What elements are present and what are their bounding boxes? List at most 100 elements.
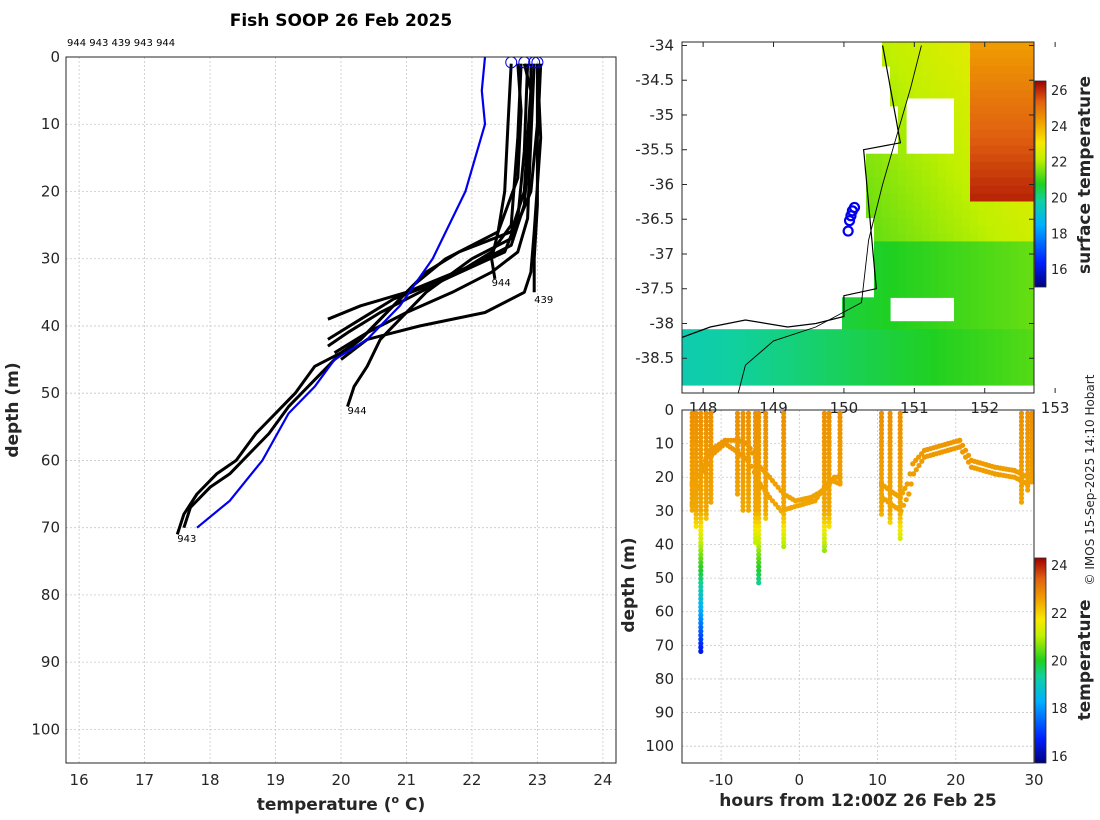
sst-cell [882, 193, 891, 203]
sst-cell [754, 337, 763, 346]
cast-point [821, 523, 828, 529]
sst-cell [1002, 73, 1011, 83]
cast-point [740, 451, 746, 457]
sst-cell [970, 233, 979, 243]
cast-point [693, 426, 699, 433]
cast-point [1025, 414, 1031, 420]
sst-cell [882, 321, 891, 330]
cast-point [708, 439, 714, 445]
cast-point [826, 515, 832, 521]
timeseries-x-tick-label: 10 [868, 771, 887, 789]
sst-cell [922, 185, 931, 195]
sst-cell [954, 65, 963, 75]
cast-point [698, 503, 704, 509]
cast-point [763, 410, 769, 416]
sst-cell [954, 217, 963, 227]
sst-cell [962, 241, 971, 250]
cast-point [821, 410, 828, 416]
sst-cell [978, 241, 987, 250]
cast-point [763, 511, 769, 517]
sst-cell [898, 58, 907, 67]
sst-cell [970, 121, 979, 131]
sst-cell [978, 89, 987, 99]
sst-cell [946, 89, 955, 99]
sst-cell [1010, 209, 1019, 219]
sst-cell [938, 361, 947, 370]
timeseries-colorbar-label: temperature [1075, 599, 1095, 720]
sst-cell [890, 50, 899, 59]
cast-point [756, 414, 762, 420]
sst-cell [930, 89, 939, 99]
sst-cell [714, 361, 723, 370]
sst-cell [690, 377, 699, 386]
cast-point [826, 495, 832, 501]
sst-cell [738, 377, 747, 386]
reference-profile-line [196, 57, 487, 529]
cast-point [897, 463, 903, 469]
sst-cell [698, 345, 707, 354]
sst-cell [946, 361, 955, 370]
sst-cell [962, 361, 971, 370]
sst-cell [954, 113, 963, 123]
cast-point [821, 507, 828, 513]
cast-point [887, 511, 893, 517]
sst-cell [794, 345, 803, 354]
sst-cell [770, 361, 779, 370]
surface-start-marker [528, 57, 541, 69]
cast-point [693, 430, 699, 437]
sst-cell [778, 345, 787, 354]
map-tick-labels: -34-34.5-35-35.5-36-36.5-37-37.5-38-38.5… [635, 36, 1069, 417]
sst-cell [922, 265, 931, 274]
sst-cell [1018, 201, 1027, 211]
sst-cell [914, 369, 923, 378]
sst-cell [922, 73, 931, 83]
sst-cell [914, 289, 923, 298]
sst-cell [890, 73, 899, 83]
sst-cell [978, 97, 987, 107]
cast-point [1025, 487, 1031, 493]
sst-cell [906, 209, 915, 219]
sst-cell [1026, 257, 1034, 266]
sst-cell [938, 377, 947, 386]
sst-cell [882, 289, 891, 298]
sst-cell [898, 145, 907, 155]
sst-cell [1026, 81, 1034, 91]
cast-point [821, 539, 828, 546]
sst-cell [834, 369, 843, 378]
sst-cell [1010, 81, 1019, 91]
map-x-tick-label: 153 [1041, 399, 1070, 417]
cast-point [693, 487, 699, 493]
sst-cell [1026, 241, 1034, 250]
sst-cell [1010, 369, 1019, 378]
sst-cell [906, 42, 915, 51]
sst-cell [994, 337, 1003, 346]
cast-point [689, 459, 695, 465]
sst-cell [922, 289, 931, 298]
cast-point [821, 491, 828, 497]
cast-point [703, 443, 709, 449]
profile-y-tick-label: 10 [41, 115, 60, 133]
cast-point [837, 430, 843, 437]
cast-point [878, 479, 885, 485]
sst-cell [938, 281, 947, 290]
cast-point [740, 414, 746, 420]
cast-point [821, 471, 828, 477]
sst-cell [906, 233, 915, 243]
sst-cell [978, 273, 987, 282]
cast-point [763, 443, 769, 449]
cast-point [763, 418, 769, 424]
track-point [908, 481, 914, 487]
sst-cell [970, 337, 979, 346]
cast-point [878, 447, 885, 453]
sst-cell [1026, 345, 1034, 354]
sst-cell [1026, 73, 1034, 83]
sst-cell [914, 345, 923, 354]
sst-cell [946, 65, 955, 75]
sst-cell [906, 337, 915, 346]
sst-cell [1002, 369, 1011, 378]
cast-point [698, 584, 704, 590]
map-colorbar-tick-label: 16 [1051, 263, 1068, 278]
map-panel: -34-34.5-35-35.5-36-36.5-37-37.5-38-38.5… [635, 36, 1095, 417]
profile-y-axis-label: depth (m) [3, 362, 23, 457]
cast-point [756, 503, 762, 509]
